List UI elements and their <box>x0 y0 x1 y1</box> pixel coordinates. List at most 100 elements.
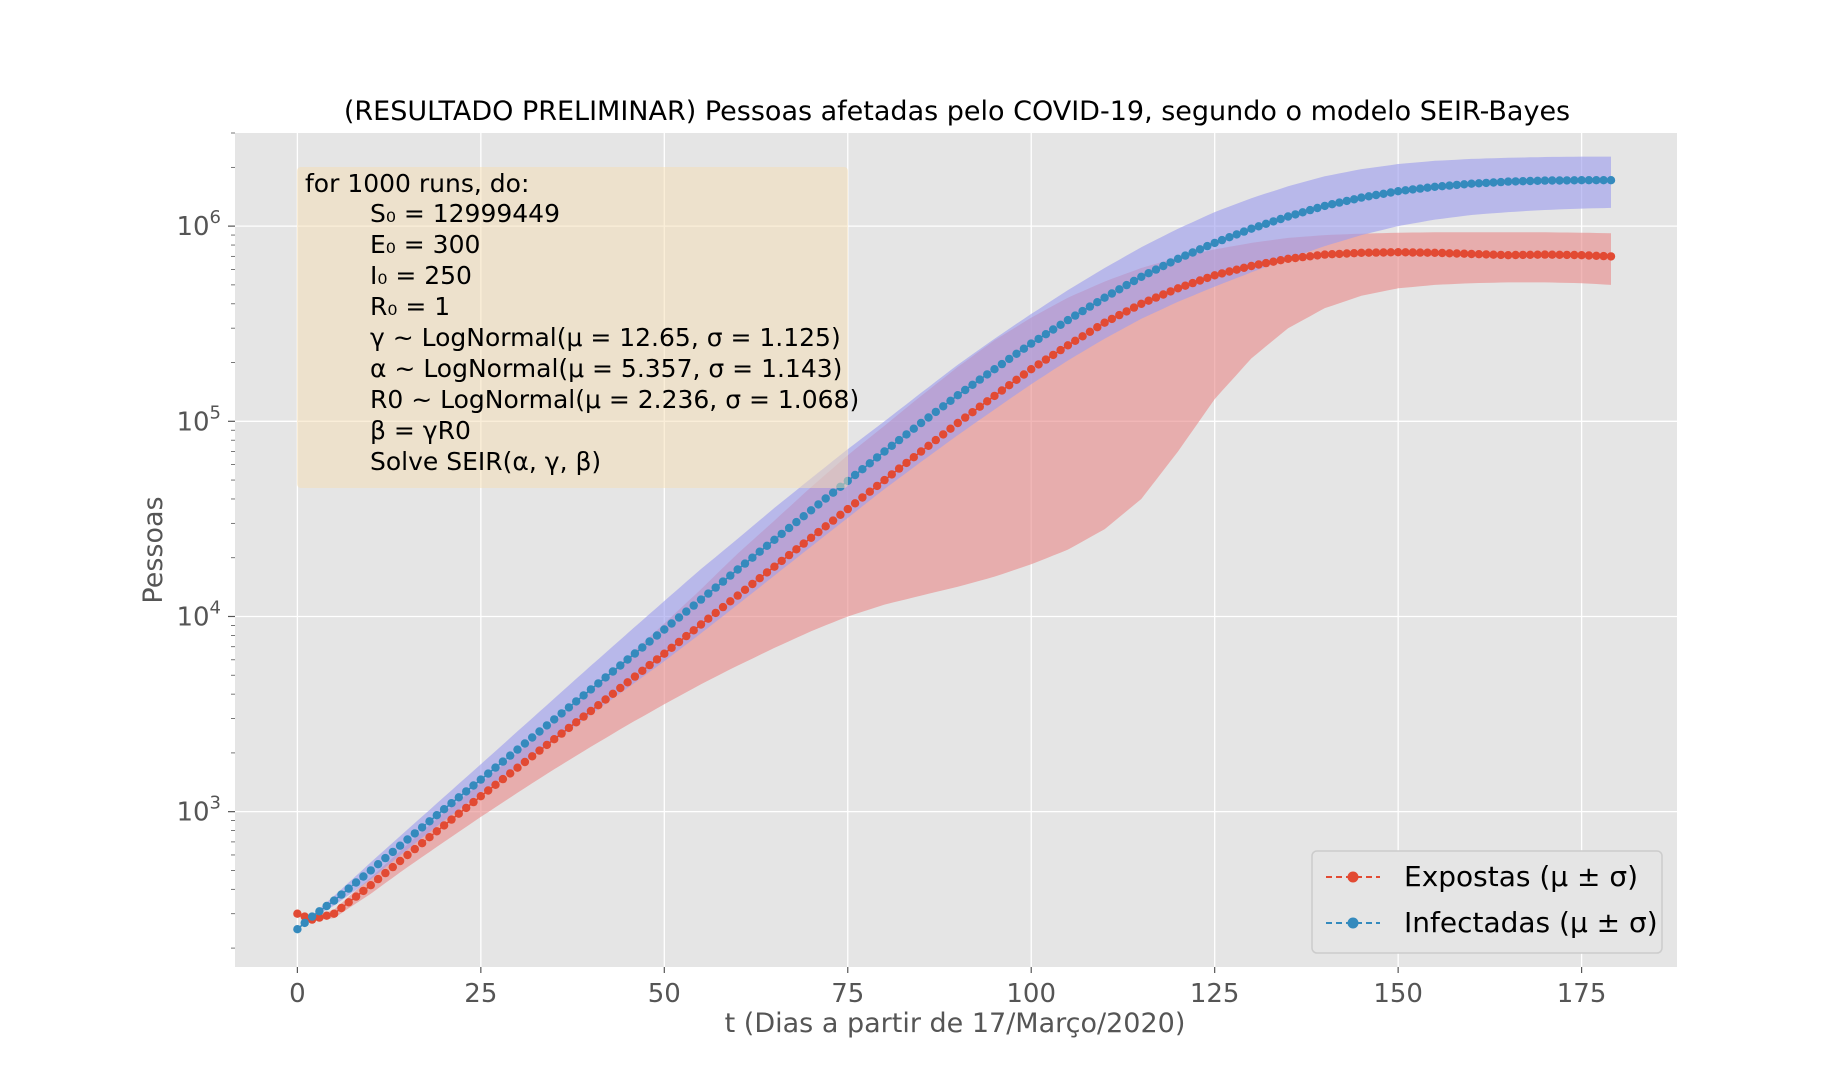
point-infectadas <box>645 637 654 646</box>
point-infectadas <box>726 571 735 580</box>
point-expostas <box>344 898 353 907</box>
y-tick-label: 106 <box>176 207 221 242</box>
x-axis-ticks: 0 25 50 75 100 125 150 175 <box>289 967 1606 1009</box>
point-expostas <box>1584 251 1594 260</box>
point-infectadas <box>1276 214 1285 224</box>
legend-label-infectadas: Infectadas (μ ± σ) <box>1404 906 1658 939</box>
point-expostas <box>770 562 779 571</box>
point-expostas <box>315 913 324 922</box>
point-infectadas <box>762 541 772 550</box>
point-expostas <box>1195 276 1205 285</box>
point-expostas <box>1562 250 1572 260</box>
confidence-bands <box>297 156 1611 930</box>
point-expostas <box>792 545 801 554</box>
point-infectadas <box>1239 227 1249 236</box>
point-expostas <box>1548 250 1557 259</box>
point-expostas <box>1122 307 1131 316</box>
point-expostas <box>498 774 508 784</box>
point-expostas <box>718 602 728 612</box>
point-expostas <box>1078 332 1087 341</box>
point-infectadas <box>983 370 992 379</box>
point-infectadas <box>1430 182 1440 191</box>
point-infectadas <box>366 866 375 875</box>
point-infectadas <box>630 649 640 658</box>
point-expostas <box>1166 287 1175 296</box>
point-expostas <box>1313 251 1322 260</box>
point-expostas <box>975 402 984 411</box>
x-tick-label: 25 <box>464 979 497 1009</box>
legend-label-expostas: Expostas (μ ± σ) <box>1404 860 1638 893</box>
point-expostas <box>594 701 603 710</box>
point-infectadas <box>608 667 618 676</box>
legend-marker-expostas <box>1347 871 1359 883</box>
point-infectadas <box>667 619 676 628</box>
point-infectadas <box>1203 241 1212 251</box>
point-expostas <box>1034 360 1043 369</box>
point-expostas <box>704 614 713 623</box>
point-infectadas <box>1313 203 1322 213</box>
point-expostas <box>821 522 830 531</box>
point-infectadas <box>1599 176 1608 185</box>
point-expostas <box>946 424 955 433</box>
point-expostas <box>828 516 838 525</box>
point-expostas <box>1159 290 1168 299</box>
point-infectadas <box>1247 224 1256 233</box>
point-infectadas <box>1438 182 1447 191</box>
point-infectadas <box>484 769 493 778</box>
point-infectadas <box>770 535 779 544</box>
point-infectadas <box>1364 192 1374 201</box>
annotation-background <box>297 167 848 488</box>
point-infectadas <box>1423 183 1432 192</box>
point-infectadas <box>1460 180 1469 189</box>
point-infectadas <box>1511 177 1520 186</box>
point-infectadas <box>491 763 500 772</box>
point-infectadas <box>1379 189 1388 198</box>
point-infectadas <box>1041 330 1051 339</box>
point-infectadas <box>469 781 478 790</box>
point-infectadas <box>858 465 867 474</box>
point-expostas <box>417 839 427 848</box>
annotation-line: β = γR0 <box>370 416 471 445</box>
point-infectadas <box>623 655 632 664</box>
point-infectadas <box>307 912 317 921</box>
point-expostas <box>1225 267 1234 276</box>
point-expostas <box>601 695 610 704</box>
point-infectadas <box>1129 276 1139 286</box>
point-expostas <box>916 447 926 456</box>
point-infectadas <box>1056 320 1065 329</box>
point-expostas <box>564 723 574 733</box>
point-infectadas <box>872 453 882 462</box>
point-expostas <box>579 712 588 721</box>
point-infectadas <box>1063 315 1073 325</box>
point-expostas <box>1467 249 1476 259</box>
point-expostas <box>293 909 302 918</box>
chart-title: (RESULTADO PRELIMINAR) Pessoas afetadas … <box>344 96 1570 127</box>
point-infectadas <box>1489 178 1498 187</box>
legend: Expostas (μ ± σ) Infectadas (μ ± σ) <box>1311 850 1663 954</box>
point-infectadas <box>1027 339 1036 348</box>
point-infectadas <box>652 631 662 640</box>
point-infectadas <box>1482 178 1491 188</box>
point-infectadas <box>1518 177 1528 186</box>
point-infectadas <box>572 697 581 706</box>
point-infectadas <box>432 811 441 820</box>
point-infectadas <box>300 918 309 928</box>
point-expostas <box>439 821 449 830</box>
x-tick-label: 50 <box>648 979 681 1009</box>
point-expostas <box>1151 293 1161 302</box>
point-expostas <box>762 568 772 577</box>
point-expostas <box>968 408 977 417</box>
point-infectadas <box>293 925 302 934</box>
point-infectadas <box>1357 193 1366 202</box>
point-infectadas <box>682 607 691 616</box>
point-infectadas <box>1408 185 1418 194</box>
point-expostas <box>638 666 647 675</box>
point-infectadas <box>1210 238 1219 248</box>
point-expostas <box>432 827 441 836</box>
annotation-line: E₀ = 300 <box>370 230 480 259</box>
point-expostas <box>1027 365 1036 374</box>
point-infectadas <box>1401 186 1410 195</box>
point-expostas <box>814 527 823 537</box>
point-infectadas <box>1137 272 1146 281</box>
